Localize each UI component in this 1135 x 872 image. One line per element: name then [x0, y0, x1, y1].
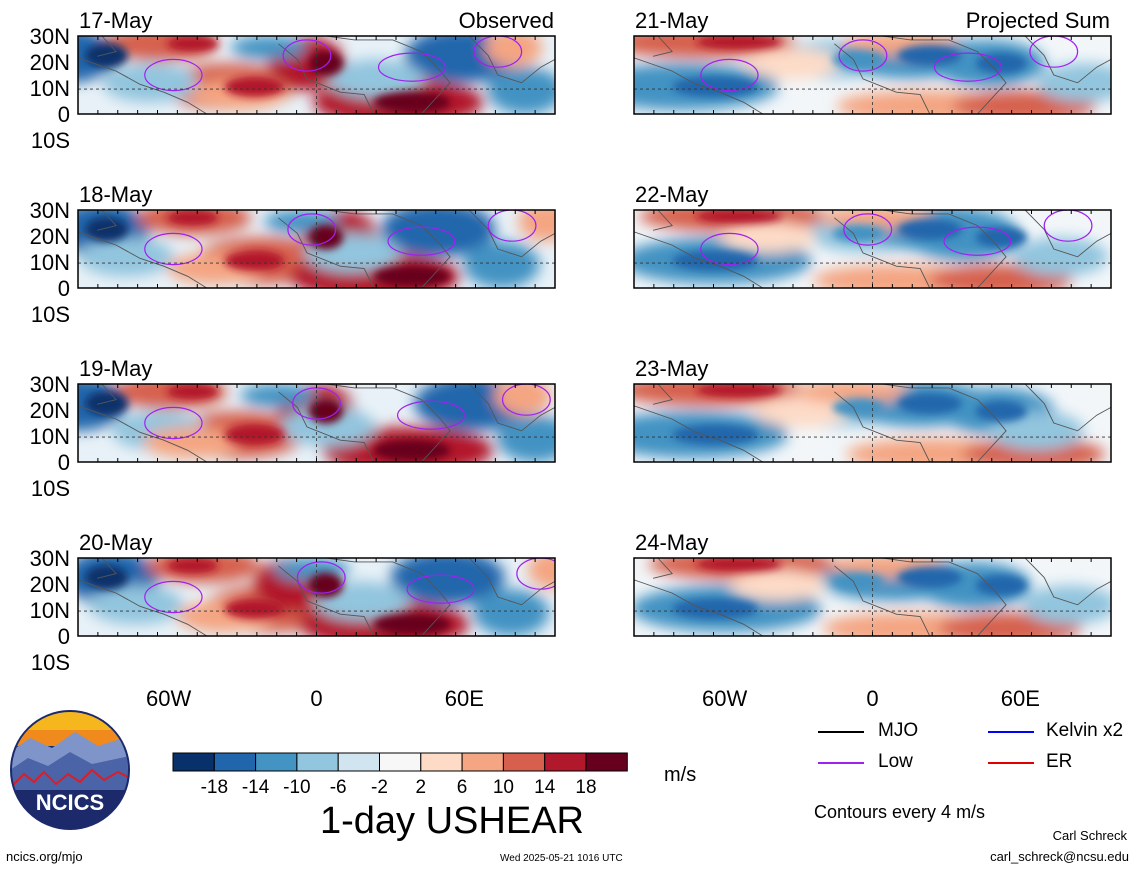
lat-label: 30N: [30, 546, 70, 571]
colorbar-cell: [255, 752, 298, 772]
lat-label: 10S: [31, 128, 70, 153]
legend-low-line: [818, 762, 864, 764]
legend-er-line: [988, 762, 1034, 764]
colorbar-tick: -2: [371, 777, 388, 798]
lon-label: 60E: [445, 686, 484, 711]
colorbar-cell: [420, 752, 463, 772]
lat-label: 30N: [30, 24, 70, 49]
colorbar-tick: 6: [457, 777, 468, 798]
lon-label: 60W: [146, 686, 191, 711]
lat-label: 10N: [30, 424, 70, 449]
logo-text: NCICS: [36, 790, 104, 815]
colorbar-tick: -6: [330, 777, 347, 798]
legend-kelvin-label: Kelvin x2: [1046, 720, 1124, 741]
lat-label: 10N: [30, 76, 70, 101]
map-panel-22-may: 22-May: [633, 182, 1112, 289]
panel-corner-label: Observed: [459, 8, 554, 33]
colorbar-tick: 18: [575, 777, 596, 798]
colorbar-cell: [379, 752, 422, 772]
colorbar-cell: [461, 752, 504, 772]
footer-email: carl_schreck@ncsu.edu: [990, 849, 1129, 864]
colorbar-cell: [544, 752, 587, 772]
lat-label: 20N: [30, 50, 70, 75]
footer-author: Carl Schreck: [1052, 828, 1127, 843]
panel-date: 23-May: [635, 356, 708, 381]
panel-date: 18-May: [79, 182, 152, 207]
map-panels: 17-May Observed30N20N10N010S18-May30N20N1…: [30, 8, 1112, 711]
lon-label: 60E: [1001, 686, 1040, 711]
lat-label: 0: [58, 102, 70, 127]
lat-label: 0: [58, 624, 70, 649]
colorbar-cell: [296, 752, 339, 772]
colorbar-cell: [337, 752, 381, 772]
map-panel-24-may: 24-May: [633, 530, 1112, 637]
lat-label: 0: [58, 276, 70, 301]
lat-label: 10S: [31, 302, 70, 327]
colorbar-tick: 2: [416, 777, 427, 798]
panel-corner-label: Projected Sum: [966, 8, 1110, 33]
lat-label: 0: [58, 450, 70, 475]
contour-note: Contours every 4 m/s: [814, 802, 986, 822]
map-panel-23-may: 23-May: [633, 356, 1112, 463]
lat-label: 10S: [31, 650, 70, 675]
legend-er-label: ER: [1046, 751, 1073, 772]
colorbar: -18 -14 -10 -6 -2 2 6 10 14 18: [172, 752, 628, 798]
colorbar-cell: [172, 752, 215, 772]
lat-label: 20N: [30, 224, 70, 249]
legend-low-label: Low: [878, 751, 913, 772]
colorbar-tick: -10: [283, 777, 310, 798]
panel-date: 24-May: [635, 530, 708, 555]
legend-mjo-line: [818, 731, 864, 733]
lat-label: 30N: [30, 198, 70, 223]
colorbar-unit: m/s: [664, 764, 697, 786]
legend-mjo-label: MJO: [878, 720, 919, 741]
footer-site: ncics.org/mjo: [6, 849, 83, 864]
colorbar-tick: 10: [493, 777, 514, 798]
colorbar-tick: -14: [242, 777, 270, 798]
panel-date: 17-May: [79, 8, 152, 33]
legend-kelvin-line: [988, 731, 1034, 733]
panel-date: 20-May: [79, 530, 152, 555]
lat-label: 10S: [31, 476, 70, 501]
ncics-logo: NCICS: [10, 710, 130, 830]
figure-title: 1-day USHEAR: [320, 800, 584, 842]
colorbar-cell: [585, 752, 628, 772]
colorbar-tick: 14: [534, 777, 556, 798]
footer-timestamp: Wed 2025-05-21 1016 UTC: [500, 853, 623, 864]
map-panel-21-may: 21-May Projected Sum: [633, 8, 1112, 115]
lat-label: 20N: [30, 398, 70, 423]
panel-date: 19-May: [79, 356, 152, 381]
lon-label: 0: [866, 686, 878, 711]
lon-label: 60W: [702, 686, 747, 711]
lat-label: 10N: [30, 598, 70, 623]
lat-label: 20N: [30, 572, 70, 597]
panel-date: 22-May: [635, 182, 708, 207]
lat-label: 10N: [30, 250, 70, 275]
lat-label: 30N: [30, 372, 70, 397]
panel-date: 21-May: [635, 8, 708, 33]
colorbar-cell: [502, 752, 546, 772]
colorbar-tick: -18: [201, 777, 228, 798]
lon-label: 0: [310, 686, 322, 711]
colorbar-cell: [213, 752, 257, 772]
